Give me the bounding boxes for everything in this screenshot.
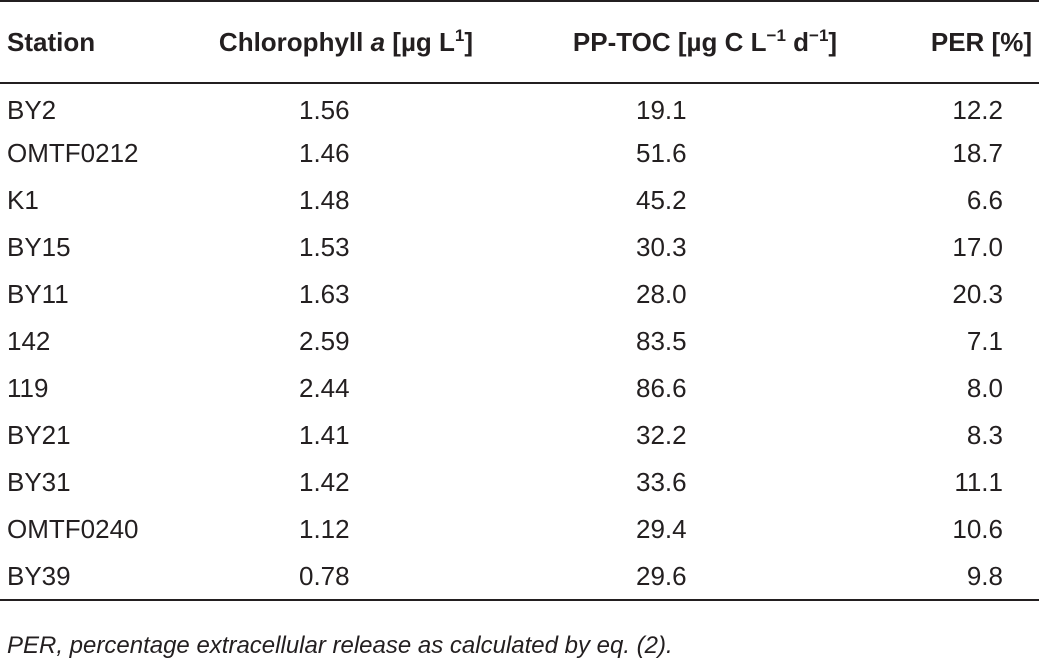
cell-station: BY31: [7, 467, 71, 497]
cell-pp-toc: 29.4: [636, 514, 687, 544]
header-per: PER [%]: [908, 0, 1039, 84]
cell-per: 11.1: [954, 467, 1003, 497]
data-table-container: Station Chlorophyll a [µg L1] PP-TOC [µg…: [0, 0, 1039, 601]
cell-pp-toc: 51.6: [636, 138, 687, 168]
cell-chlorophyll: 1.41: [299, 420, 350, 450]
cell-chlorophyll: 2.44: [299, 373, 350, 403]
cell-pp-toc: 29.6: [502, 553, 908, 601]
cell-chlorophyll: 1.53: [299, 232, 350, 262]
cell-station: BY39: [0, 553, 190, 601]
cell-station: OMTF0240: [7, 514, 139, 544]
cell-per: 9.8: [908, 553, 1039, 601]
cell-station: OMTF0212: [7, 138, 139, 168]
table-row: K1 1.48 45.2 6.6: [0, 177, 1039, 224]
table-row: BY11 1.63 28.0 20.3: [0, 271, 1039, 318]
header-chlorophyll: Chlorophyll a [µg L1]: [190, 0, 502, 84]
header-pp-suffix: ]: [828, 26, 838, 57]
cell-chlorophyll: 1.48: [299, 185, 350, 215]
table-row: BY2 1.56 19.1 12.2: [0, 83, 1039, 130]
cell-station: 119: [7, 373, 49, 403]
cell-pp-toc: 33.6: [636, 467, 687, 497]
table-row: OMTF0212 1.46 51.6 18.7: [0, 130, 1039, 177]
table-row: BY31 1.42 33.6 11.1: [0, 459, 1039, 506]
cell-per: 10.6: [952, 514, 1003, 544]
data-table: Station Chlorophyll a [µg L1] PP-TOC [µg…: [0, 0, 1039, 601]
cell-per: 20.3: [952, 279, 1003, 309]
header-chlorophyll-prefix: Chlorophyll: [218, 26, 371, 57]
header-pp-toc: PP-TOC [µg C L−1 d−1]: [502, 0, 908, 84]
cell-per: 8.3: [966, 420, 1003, 450]
cell-station: BY15: [7, 232, 71, 262]
header-pp-superscript-2: −1: [809, 25, 829, 45]
cell-pp-toc: 32.2: [636, 420, 687, 450]
cell-station: BY21: [7, 420, 71, 450]
cell-station: BY2: [7, 94, 57, 125]
header-pp-superscript-1: −1: [766, 25, 786, 45]
header-pp-prefix: PP-TOC [µg C L: [572, 26, 767, 57]
cell-per: 7.1: [966, 326, 1003, 356]
header-chlorophyll-unit-prefix: [µg L: [385, 26, 455, 57]
cell-per: 18.7: [952, 138, 1003, 168]
cell-pp-toc: 45.2: [636, 185, 687, 215]
cell-chlorophyll: 1.56: [299, 94, 350, 125]
cell-station: K1: [7, 185, 39, 215]
cell-chlorophyll: 2.59: [299, 326, 350, 356]
cell-pp-toc: 19.1: [636, 94, 687, 125]
table-body: BY2 1.56 19.1 12.2 OMTF0212 1.46 51.6 18.7 K1 1.4…: [0, 83, 1039, 601]
cell-per: 17.0: [952, 232, 1003, 262]
cell-pp-toc: 83.5: [636, 326, 687, 356]
cell-chlorophyll: 1.12: [299, 514, 350, 544]
cell-pp-toc: 30.3: [636, 232, 687, 262]
cell-chlorophyll: 1.63: [299, 279, 350, 309]
table-row: OMTF0240 1.12 29.4 10.6: [0, 506, 1039, 553]
cell-per: 8.0: [966, 373, 1003, 403]
cell-station: 142: [7, 326, 51, 356]
header-chlorophyll-unit-suffix: ]: [464, 26, 474, 57]
table-row: BY21 1.41 32.2 8.3: [0, 412, 1039, 459]
table-footnote: PER, percentage extracellular release as…: [7, 632, 673, 659]
cell-per: 12.2: [952, 94, 1003, 125]
header-chlorophyll-italic: a: [370, 26, 386, 57]
cell-chlorophyll: 1.46: [299, 138, 350, 168]
cell-chlorophyll: 0.78: [190, 553, 502, 601]
cell-pp-toc: 28.0: [636, 279, 687, 309]
table-row: BY39 0.78 29.6 9.8: [0, 553, 1039, 601]
cell-pp-toc: 86.6: [636, 373, 687, 403]
header-row: Station Chlorophyll a [µg L1] PP-TOC [µg…: [0, 0, 1039, 84]
header-station: Station: [0, 0, 190, 84]
cell-station: BY11: [7, 279, 69, 309]
cell-chlorophyll: 1.42: [299, 467, 350, 497]
table-row: 119 2.44 86.6 8.0: [0, 365, 1039, 412]
table-row: 142 2.59 83.5 7.1: [0, 318, 1039, 365]
cell-per: 6.6: [966, 185, 1003, 215]
table-row: BY15 1.53 30.3 17.0: [0, 224, 1039, 271]
header-pp-mid: d: [785, 26, 810, 57]
header-chlorophyll-superscript: 1: [454, 25, 465, 45]
